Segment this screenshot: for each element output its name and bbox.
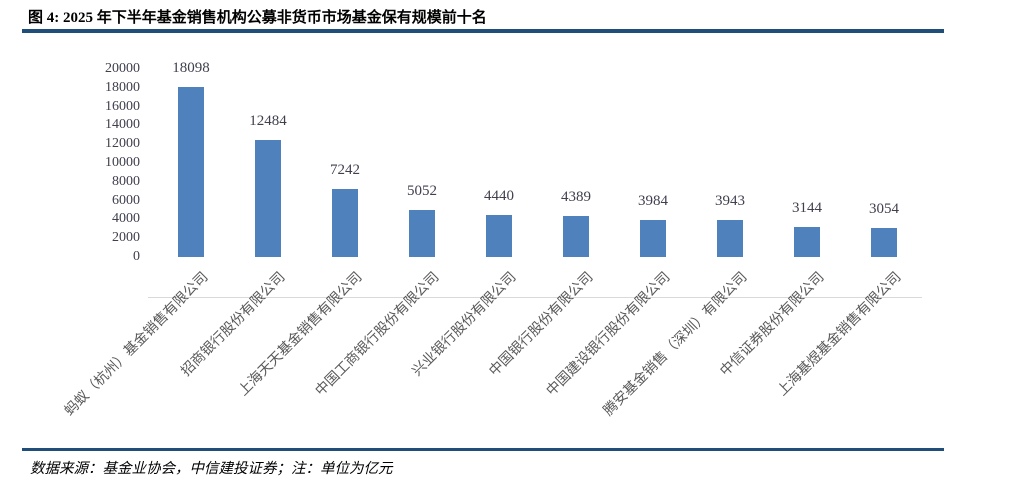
bar-value-label: 4440 bbox=[484, 188, 514, 204]
title-divider-rule bbox=[22, 29, 944, 33]
y-axis-tick-label: 18000 bbox=[105, 79, 140, 95]
y-axis-tick-label: 0 bbox=[133, 249, 140, 264]
bar-value-label: 5052 bbox=[407, 183, 437, 199]
bar-value-label: 3984 bbox=[638, 193, 668, 209]
y-axis-tick-label: 16000 bbox=[105, 98, 140, 114]
source-note: 数据来源：基金业协会，中信建投证券；注：单位为亿元 bbox=[30, 461, 393, 477]
x-axis-category-label: 蚂蚁（杭州）基金销售有限公司 bbox=[60, 268, 211, 419]
bar-value-label: 4389 bbox=[561, 189, 591, 205]
bar bbox=[640, 220, 666, 257]
bar-value-label: 7242 bbox=[330, 162, 360, 178]
y-axis-tick-label: 8000 bbox=[112, 173, 140, 189]
bar bbox=[486, 215, 512, 257]
bar-value-label: 3054 bbox=[869, 201, 899, 217]
footer-divider-rule bbox=[22, 448, 944, 451]
y-axis-tick-label: 12000 bbox=[105, 136, 140, 152]
bar bbox=[871, 228, 897, 257]
y-axis-tick-label: 2000 bbox=[112, 230, 140, 246]
bar bbox=[717, 220, 743, 257]
x-axis-line bbox=[148, 297, 922, 298]
bar-value-label: 12484 bbox=[249, 113, 287, 129]
bar bbox=[255, 140, 281, 257]
bar bbox=[178, 87, 204, 257]
x-axis-category-label: 腾安基金销售（深圳）有限公司 bbox=[599, 268, 750, 419]
bar-value-label: 3943 bbox=[715, 193, 745, 209]
bar bbox=[409, 210, 435, 257]
bar-value-label: 3144 bbox=[792, 200, 822, 216]
bar-chart: 0 2000 4000 6000 8000 10000 12000 14000 16000 180… bbox=[0, 40, 1012, 440]
bar bbox=[332, 189, 358, 257]
y-axis-tick-label: 6000 bbox=[112, 192, 140, 208]
bar bbox=[794, 227, 820, 257]
figure-title: 图 4: 2025 年下半年基金销售机构公募非货币市场基金保有规模前十名 bbox=[28, 10, 487, 26]
y-axis-tick-label: 14000 bbox=[105, 117, 140, 133]
y-axis-tick-label: 4000 bbox=[112, 211, 140, 227]
y-axis-tick-label: 10000 bbox=[105, 155, 140, 170]
bar bbox=[563, 216, 589, 257]
y-axis-tick-label: 20000 bbox=[105, 61, 140, 76]
bar-value-label: 18098 bbox=[172, 60, 210, 76]
